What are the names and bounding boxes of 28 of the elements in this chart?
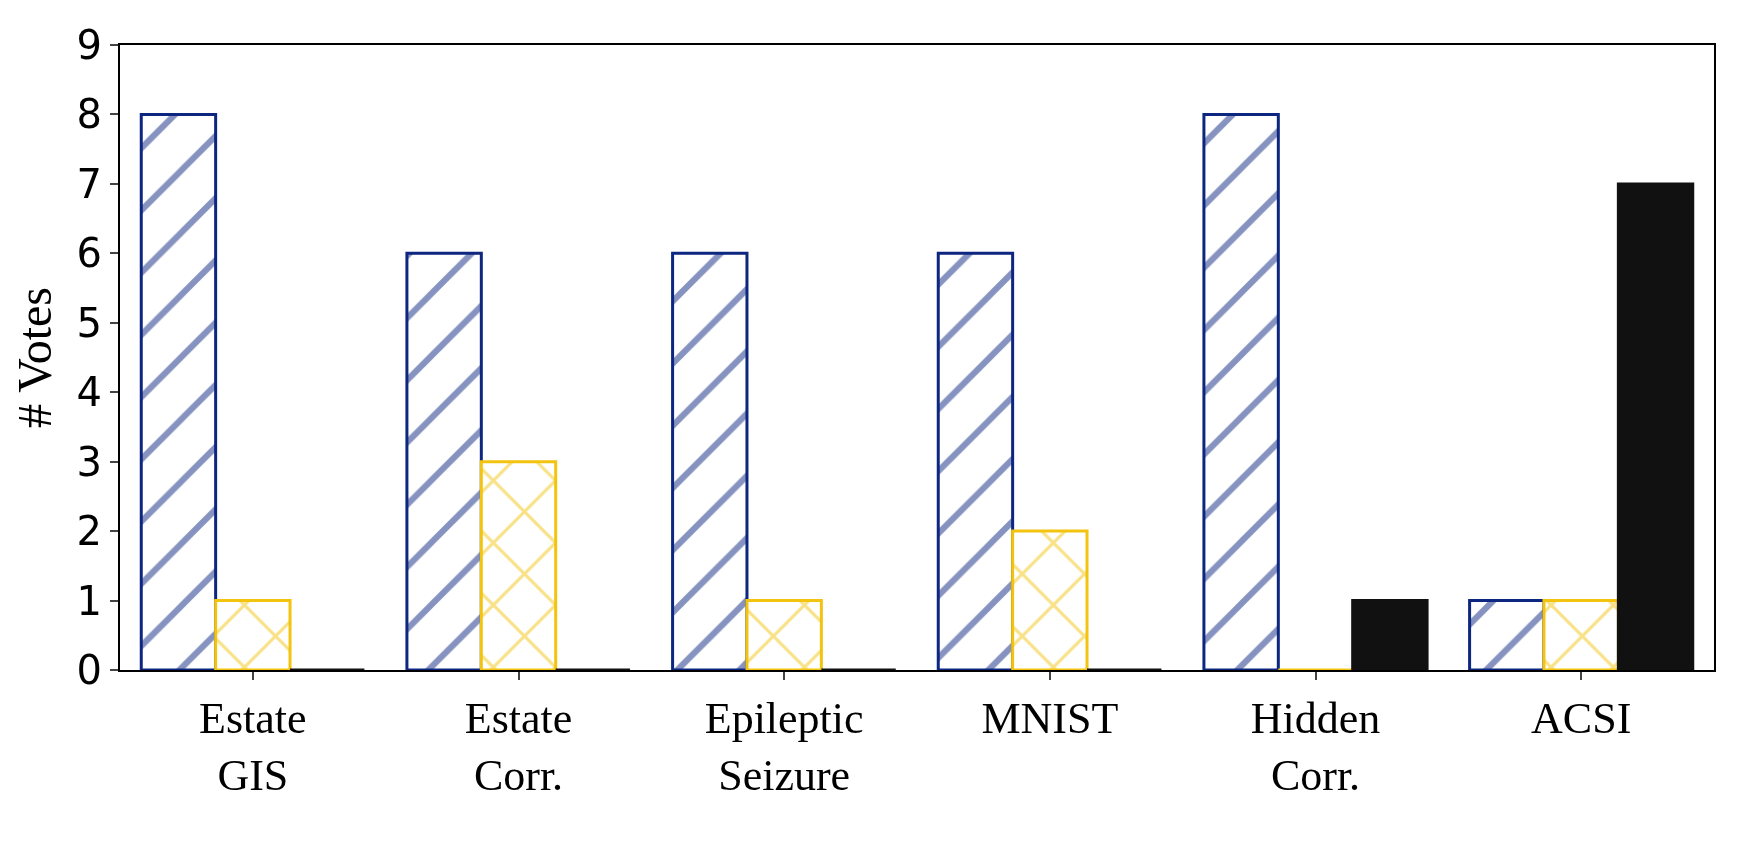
bar [1542,599,1620,670]
x-tick-label: Epileptic Seizure [704,693,864,800]
bar [936,251,1015,670]
y-tick-label: 1 [76,577,102,624]
x-tick-label: Hidden Corr. [1250,693,1381,800]
y-axis-title: # Votes [7,287,61,428]
y-tick-label: 3 [76,438,102,485]
bar [139,112,218,670]
y-tick-label: 8 [76,91,102,138]
bar [671,251,749,670]
bar [214,599,292,670]
y-tick-label: 6 [76,230,102,277]
y-tick-label: 2 [76,508,102,555]
x-tick-label: MNIST [981,693,1119,743]
y-tick-label: 0 [76,647,102,693]
y-tick-label: 4 [76,369,102,416]
bar [1202,112,1280,670]
bar [1351,599,1429,670]
y-tick-label: 5 [76,299,102,346]
y-tick-label: 9 [76,22,102,68]
bar [1011,529,1089,670]
x-tick-label: Estate Corr. [464,693,573,800]
bar [479,460,558,670]
y-tick-label: 7 [76,160,102,207]
x-tick-label: Estate GIS [199,693,307,800]
x-tick-label: ACSI [1531,693,1632,743]
bar [745,599,823,670]
bar [405,251,483,670]
